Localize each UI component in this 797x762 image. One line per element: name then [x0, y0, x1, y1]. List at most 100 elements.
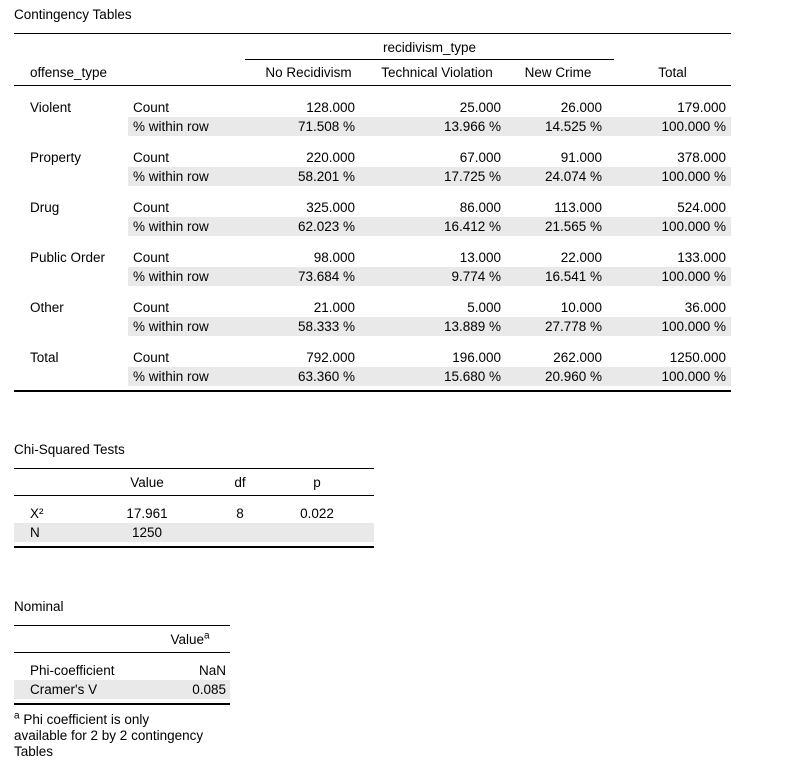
pct-cell: 16.541 % [502, 267, 615, 286]
table-row: Property Count 220.000 67.000 91.000 378… [14, 148, 731, 167]
row-label-phi: Phi-coefficient [30, 663, 115, 678]
stat-label: Count [133, 200, 170, 215]
pct-cell: 24.074 % [502, 167, 615, 186]
count-cell: 378.000 [677, 150, 727, 165]
pct-cell: 100.000 % [614, 217, 732, 236]
stat-label: % within row [128, 217, 245, 236]
stat-label: % within row [128, 317, 245, 336]
offense-label: Total [30, 350, 59, 365]
spanner-row: recidivism_type [14, 33, 732, 60]
count-cell: 325.000 [306, 200, 355, 215]
table-row: % within row 71.508 % 13.966 % 14.525 % … [14, 117, 732, 136]
count-cell: 128.000 [306, 100, 355, 115]
pct-cell: 100.000 % [614, 267, 732, 286]
value-cell: 17.961 [126, 506, 168, 521]
group-gap [14, 336, 731, 348]
count-cell: 196.000 [452, 350, 501, 365]
table-gap [14, 496, 374, 505]
table-row: Cramer's V 0.085 [14, 680, 230, 699]
table-row: Public Order Count 98.000 13.000 22.000 … [14, 248, 731, 267]
row-variable-header: offense_type [14, 59, 245, 86]
column-header-row: Value df p [14, 468, 374, 496]
pct-cell: 63.360 % [245, 367, 372, 386]
col-header-value-text: Value [170, 632, 204, 647]
column-header-row: Valuea [14, 625, 230, 653]
pct-cell: 13.889 % [372, 317, 502, 336]
col-header-df: df [190, 468, 290, 496]
offense-label: Other [30, 300, 64, 315]
pct-cell: 13.966 % [372, 117, 502, 136]
count-cell: 262.000 [553, 350, 603, 365]
count-cell: 113.000 [554, 200, 603, 215]
spanner-spacer [14, 33, 245, 60]
count-cell: 98.000 [313, 250, 355, 265]
empty-header-cell [14, 625, 150, 653]
count-cell: 13.000 [459, 250, 501, 265]
row-label-cramers-v: Cramer's V [14, 680, 150, 699]
contingency-section: Contingency Tables recidivism_type offen… [14, 8, 797, 392]
nominal-title: Nominal [14, 599, 64, 614]
table-bottom-rule [14, 542, 374, 548]
table-bottom-rule [14, 699, 230, 705]
pct-cell: 62.023 % [245, 217, 372, 236]
table-row: Other Count 21.000 5.000 10.000 36.000 [14, 298, 731, 317]
p-cell: 0.022 [300, 506, 334, 521]
stat-label: % within row [128, 167, 245, 186]
empty-header-cell [14, 468, 104, 496]
count-cell: 179.000 [677, 100, 727, 115]
pct-cell: 58.201 % [245, 167, 372, 186]
nominal-table: Valuea Phi-coefficient NaN Cramer's V 0.… [14, 625, 230, 705]
stat-label: Count [133, 350, 170, 365]
group-gap [14, 186, 731, 198]
pct-cell: 15.680 % [372, 367, 502, 386]
stat-label: Count [133, 150, 170, 165]
table-row: Total Count 792.000 196.000 262.000 1250… [14, 348, 731, 367]
spanner-spacer [614, 33, 732, 60]
table-row: % within row 58.333 % 13.889 % 27.778 % … [14, 317, 732, 336]
group-gap [14, 136, 731, 148]
col-header-value: Value [104, 468, 190, 496]
offense-label: Property [30, 150, 82, 165]
pct-cell: 58.333 % [245, 317, 372, 336]
table-row: Violent Count 128.000 25.000 26.000 179.… [14, 98, 731, 117]
count-cell: 524.000 [677, 200, 727, 215]
count-cell: 26.000 [560, 100, 603, 115]
offense-label: Violent [30, 100, 72, 115]
p-cell [290, 523, 374, 542]
table-row: % within row 73.684 % 9.774 % 16.541 % 1… [14, 267, 732, 286]
count-cell: 5.000 [467, 300, 501, 315]
count-cell: 86.000 [459, 200, 501, 215]
chi-squared-section: Chi-Squared Tests Value df p X² 17.961 8 [14, 443, 797, 548]
pct-cell: 73.684 % [245, 267, 372, 286]
pct-cell: 100.000 % [614, 317, 732, 336]
footnote-line: Phi coefficient is only [23, 712, 150, 727]
df-cell [190, 523, 290, 542]
stat-label: Count [133, 250, 170, 265]
table-footnote: a Phi coefficient is only available for … [14, 711, 246, 760]
count-cell: 21.000 [313, 300, 355, 315]
spanner-label: recidivism_type [245, 33, 615, 60]
count-cell: 22.000 [560, 250, 603, 265]
stat-label: Count [133, 300, 170, 315]
value-cell: NaN [198, 663, 226, 678]
contingency-table: recidivism_type offense_type No Recidivi… [14, 33, 732, 392]
count-cell: 220.000 [306, 150, 355, 165]
table-row: Phi-coefficient NaN [14, 661, 230, 680]
pct-cell: 100.000 % [614, 367, 732, 386]
count-cell: 792.000 [306, 350, 355, 365]
pct-cell: 14.525 % [502, 117, 615, 136]
value-cell: 0.085 [150, 680, 230, 699]
row-label-chi-square: X² [30, 506, 44, 521]
group-gap [14, 286, 731, 298]
footnote-line: available for 2 by 2 contingency [14, 728, 204, 743]
table-row: Drug Count 325.000 86.000 113.000 524.00… [14, 198, 731, 217]
group-violent: Violent Count 128.000 25.000 26.000 179.… [14, 86, 732, 136]
pct-cell: 16.412 % [372, 217, 502, 236]
pct-cell: 100.000 % [614, 117, 732, 136]
stat-label: % within row [128, 367, 245, 386]
col-header-total: Total [614, 59, 732, 86]
table-row: N 1250 [14, 523, 374, 542]
nominal-section: Nominal Valuea Phi-coefficient NaN Crame… [14, 600, 797, 760]
table-row: % within row 63.360 % 15.680 % 20.960 % … [14, 367, 732, 386]
